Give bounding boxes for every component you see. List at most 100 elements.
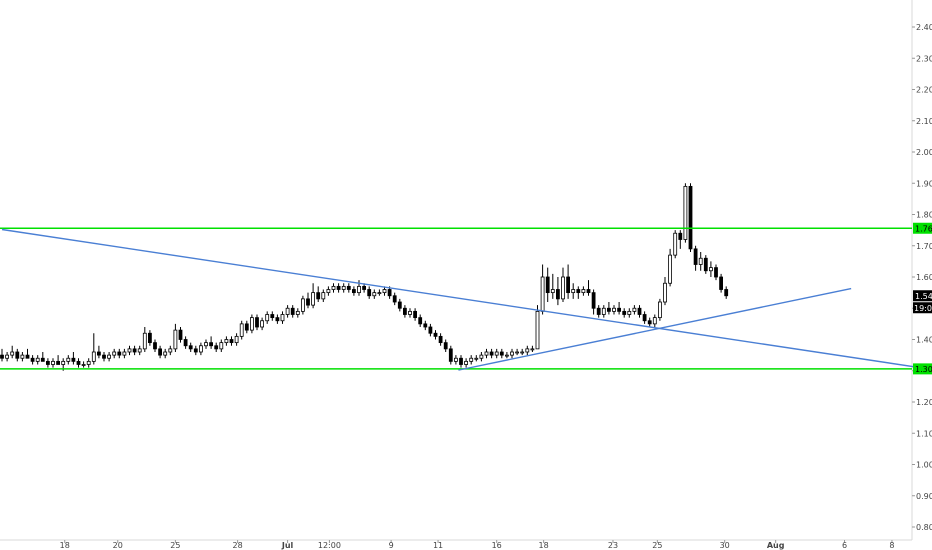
candle-body — [122, 351, 127, 356]
x-tick-label: 12:00 — [318, 541, 341, 550]
candle-body — [295, 310, 300, 315]
candle-body — [321, 292, 326, 300]
x-tick-label: Aug — [767, 541, 785, 550]
candle-body — [479, 354, 484, 359]
candle-body — [40, 357, 45, 362]
candle-body — [244, 323, 249, 331]
candle-body — [474, 357, 479, 360]
candle-body — [357, 285, 361, 294]
candle-body — [668, 254, 672, 284]
candle-body — [652, 317, 657, 325]
candle-body — [484, 351, 489, 356]
trendline-descending[interactable] — [1, 228, 931, 370]
y-tick-label: 2.30 — [916, 54, 932, 63]
candle-body — [112, 351, 117, 356]
candle-body — [270, 314, 275, 319]
candle-body — [66, 357, 71, 362]
candle-body — [627, 310, 632, 315]
candle-body — [382, 289, 387, 294]
candle-body — [183, 339, 188, 347]
candle-body — [459, 357, 463, 365]
candle-body — [280, 314, 285, 322]
drawing-lines[interactable] — [0, 227, 931, 371]
x-tick-label: 11 — [433, 541, 443, 550]
candle-body — [10, 351, 15, 356]
candle-body — [408, 310, 412, 315]
candle-body — [97, 351, 101, 356]
candle-body — [331, 285, 336, 290]
candle-body — [275, 317, 280, 322]
candle-body — [540, 276, 545, 312]
x-tick-label: 18 — [60, 541, 70, 550]
candle-body — [673, 232, 678, 256]
candle-body — [494, 351, 499, 356]
x-tick-label: 20 — [113, 541, 123, 550]
candle-body — [46, 360, 50, 365]
candle-body — [142, 332, 147, 350]
candle-body — [249, 317, 254, 331]
candle-body — [469, 357, 474, 362]
candle-body — [351, 289, 356, 294]
candle-body — [622, 310, 627, 315]
y-tick-label: 0.90 — [916, 492, 932, 501]
price-level-badge-label: 1.76 — [915, 224, 932, 233]
candle-body — [362, 285, 367, 290]
candle-body — [612, 307, 616, 312]
countdown-label: 19:02 — [914, 304, 932, 313]
candle-body — [601, 307, 606, 315]
candle-body — [392, 295, 397, 303]
candle-body — [724, 289, 729, 297]
x-tick-label: 25 — [170, 541, 180, 550]
candle-body — [336, 285, 341, 290]
candle-body — [107, 354, 111, 359]
candle-body — [265, 314, 270, 322]
candle-body — [688, 185, 693, 250]
candle-body — [418, 317, 423, 325]
candle-body — [515, 351, 519, 354]
x-tick-label: 23 — [608, 541, 618, 550]
candle-body — [647, 320, 652, 325]
y-tick-label: 2.10 — [916, 117, 932, 126]
y-tick-label: 1.00 — [916, 461, 932, 470]
candle-body — [709, 267, 713, 272]
x-tick-label: 16 — [492, 541, 502, 550]
candle-body — [234, 335, 239, 344]
candle-body — [239, 323, 244, 337]
candle-body — [566, 276, 570, 294]
x-tick-label: 30 — [720, 541, 730, 550]
candle-body — [61, 360, 66, 365]
trendline-ascending[interactable] — [458, 287, 852, 371]
candle-body — [306, 298, 310, 306]
candle-body — [178, 329, 183, 340]
candle-body — [326, 289, 331, 294]
candle-body — [504, 354, 509, 357]
x-tick-label: 25 — [652, 541, 662, 550]
candle-body — [438, 335, 443, 344]
y-tick-label: 0.80 — [916, 523, 932, 532]
candle-body — [591, 292, 596, 309]
candle-body — [127, 348, 132, 353]
candle-body — [367, 289, 372, 297]
candle-body — [5, 354, 9, 359]
y-tick-label: 2.20 — [916, 86, 932, 95]
candle-body — [428, 326, 433, 334]
y-tick-label: 1.20 — [916, 398, 932, 407]
candle-body — [576, 289, 581, 294]
candle-body — [535, 310, 540, 350]
candle-body — [214, 345, 219, 350]
candle-body — [91, 351, 96, 362]
candle-body — [372, 292, 377, 297]
candle-body — [571, 289, 576, 294]
candle-body — [102, 354, 106, 359]
candle-body — [596, 307, 601, 315]
candle-body — [341, 285, 346, 290]
x-tick-label: Jul — [281, 541, 294, 550]
candle-body — [86, 360, 91, 365]
candle-body — [229, 339, 234, 344]
candle-body — [719, 276, 723, 290]
x-tick-label: 18 — [539, 541, 549, 550]
candle-body — [0, 354, 4, 359]
candle-body — [137, 348, 142, 353]
candle-body — [453, 357, 458, 362]
